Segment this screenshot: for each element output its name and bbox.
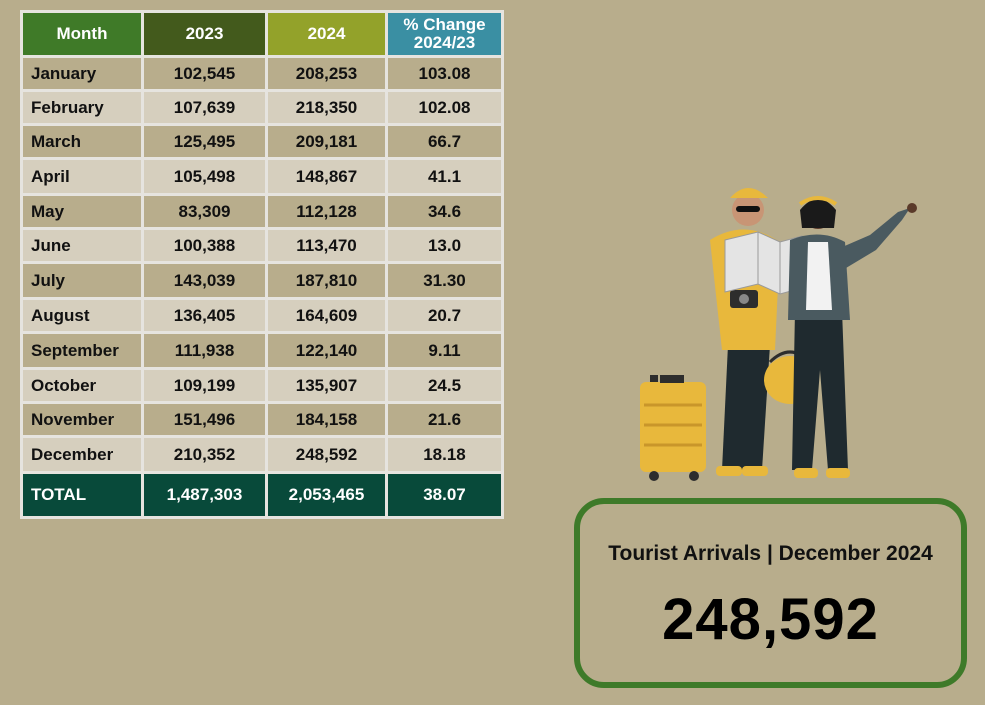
table-row: August 136,405 164,609 20.7 (23, 300, 501, 331)
value-2024-cell: 112,128 (268, 196, 385, 227)
value-2023-cell: 109,199 (144, 370, 265, 401)
change-cell: 21.6 (388, 404, 501, 435)
month-cell: December (23, 438, 141, 471)
month-cell: November (23, 404, 141, 435)
suitcase-icon (640, 375, 706, 481)
total-change: 38.07 (388, 474, 501, 516)
header-row: Month 2023 2024 % Change 2024/23 (23, 13, 501, 55)
month-cell: June (23, 230, 141, 261)
change-cell: 13.0 (388, 230, 501, 261)
change-cell: 34.6 (388, 196, 501, 227)
header-change: % Change 2024/23 (388, 13, 501, 55)
value-2024-cell: 122,140 (268, 334, 385, 367)
card-title: Tourist Arrivals | December 2024 (608, 542, 933, 565)
value-2024-cell: 113,470 (268, 230, 385, 261)
value-2024-cell: 209,181 (268, 126, 385, 157)
month-cell: September (23, 334, 141, 367)
month-cell: August (23, 300, 141, 331)
value-2023-cell: 111,938 (144, 334, 265, 367)
value-2023-cell: 105,498 (144, 160, 265, 193)
value-2024-cell: 218,350 (268, 92, 385, 123)
month-cell: July (23, 264, 141, 297)
change-cell: 18.18 (388, 438, 501, 471)
month-cell: January (23, 58, 141, 89)
table-row: September 111,938 122,140 9.11 (23, 334, 501, 367)
table-row: May 83,309 112,128 34.6 (23, 196, 501, 227)
month-cell: March (23, 126, 141, 157)
change-cell: 66.7 (388, 126, 501, 157)
month-cell: April (23, 160, 141, 193)
total-row: TOTAL 1,487,303 2,053,465 38.07 (23, 474, 501, 516)
total-2023: 1,487,303 (144, 474, 265, 516)
change-cell: 41.1 (388, 160, 501, 193)
month-cell: October (23, 370, 141, 401)
header-month: Month (23, 13, 141, 55)
table-body: January 102,545 208,253 103.08 February … (23, 58, 501, 516)
male-traveler-icon (710, 188, 780, 476)
header-2023: 2023 (144, 13, 265, 55)
change-cell: 20.7 (388, 300, 501, 331)
value-2023-cell: 151,496 (144, 404, 265, 435)
tourist-arrivals-card: Tourist Arrivals | December 2024 248,592 (574, 498, 967, 688)
value-2024-cell: 248,592 (268, 438, 385, 471)
travelers-illustration (640, 188, 917, 481)
value-2023-cell: 107,639 (144, 92, 265, 123)
value-2023-cell: 83,309 (144, 196, 265, 227)
tourist-arrivals-table: Month 2023 2024 % Change 2024/23 January… (20, 10, 504, 519)
header-change-line1: % Change (403, 15, 486, 34)
change-cell: 103.08 (388, 58, 501, 89)
table-row: July 143,039 187,810 31.30 (23, 264, 501, 297)
value-2023-cell: 102,545 (144, 58, 265, 89)
change-cell: 24.5 (388, 370, 501, 401)
table-row: December 210,352 248,592 18.18 (23, 438, 501, 471)
value-2023-cell: 143,039 (144, 264, 265, 297)
table-row: February 107,639 218,350 102.08 (23, 92, 501, 123)
value-2024-cell: 164,609 (268, 300, 385, 331)
total-label: TOTAL (23, 474, 141, 516)
change-cell: 9.11 (388, 334, 501, 367)
value-2023-cell: 125,495 (144, 126, 265, 157)
table-row: October 109,199 135,907 24.5 (23, 370, 501, 401)
value-2023-cell: 210,352 (144, 438, 265, 471)
month-cell: February (23, 92, 141, 123)
table-row: January 102,545 208,253 103.08 (23, 58, 501, 89)
value-2024-cell: 148,867 (268, 160, 385, 193)
change-cell: 31.30 (388, 264, 501, 297)
value-2024-cell: 184,158 (268, 404, 385, 435)
value-2024-cell: 187,810 (268, 264, 385, 297)
change-cell: 102.08 (388, 92, 501, 123)
value-2024-cell: 208,253 (268, 58, 385, 89)
total-2024: 2,053,465 (268, 474, 385, 516)
table-row: November 151,496 184,158 21.6 (23, 404, 501, 435)
header-change-line2: 2024/23 (413, 33, 476, 52)
female-traveler-icon (788, 196, 917, 478)
header-2024: 2024 (268, 13, 385, 55)
value-2023-cell: 136,405 (144, 300, 265, 331)
card-value: 248,592 (662, 587, 879, 652)
table-row: April 105,498 148,867 41.1 (23, 160, 501, 193)
table-row: March 125,495 209,181 66.7 (23, 126, 501, 157)
table-row: June 100,388 113,470 13.0 (23, 230, 501, 261)
month-cell: May (23, 196, 141, 227)
value-2024-cell: 135,907 (268, 370, 385, 401)
value-2023-cell: 100,388 (144, 230, 265, 261)
